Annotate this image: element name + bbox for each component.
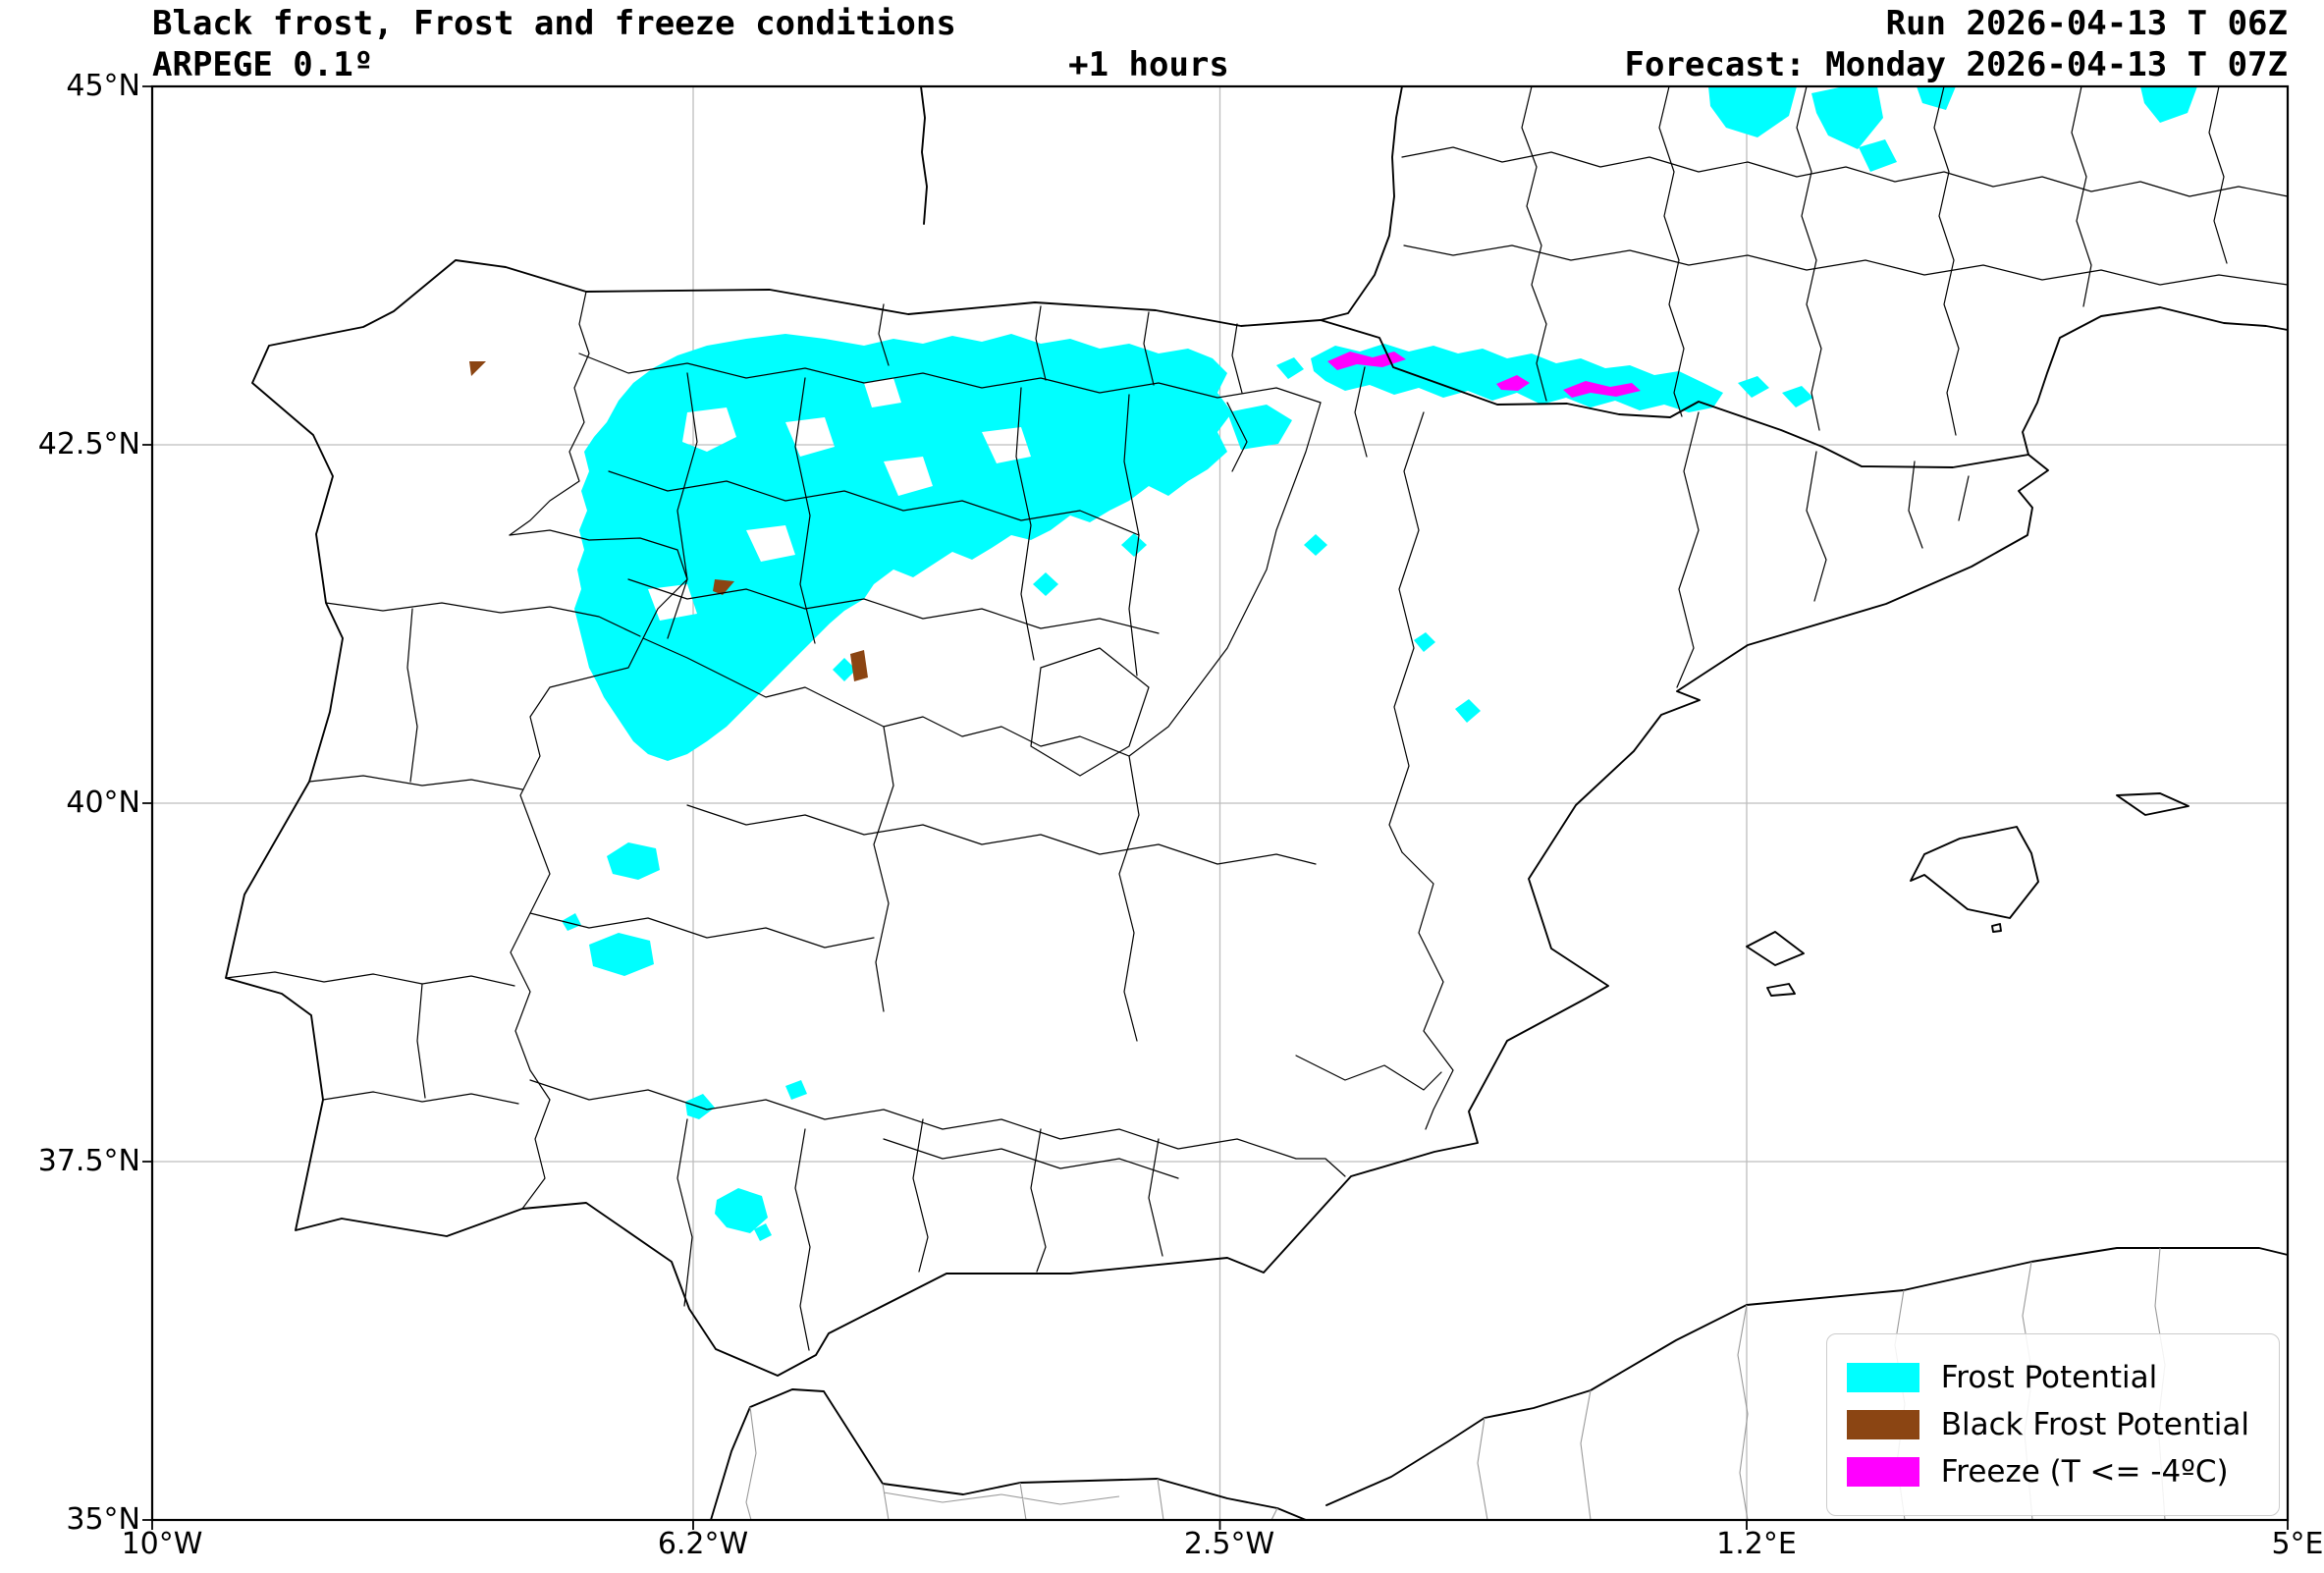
forecast-label: Forecast: Monday 2026-04-13 T 07Z — [1624, 45, 2288, 84]
y-tick-42-5n: 42.5°N — [37, 427, 140, 461]
legend-item-frost: Frost Potential — [1846, 1360, 2249, 1395]
gridlines — [152, 86, 2288, 1520]
y-tick-37-5n: 37.5°N — [37, 1144, 140, 1178]
model-label: ARPEGE 0.1º — [152, 45, 374, 84]
axis-tick-marks — [142, 85, 2289, 1530]
figure-title: Black frost, Frost and freeze conditions — [152, 4, 956, 43]
coastlines — [225, 85, 2289, 1521]
admin-borders-portugal — [225, 529, 688, 1210]
x-tick-6-2w: 6.2°W — [657, 1527, 749, 1561]
y-tick-45n: 45°N — [66, 69, 140, 103]
admin-borders-spain — [509, 291, 1970, 1351]
freeze-layer — [1327, 352, 1641, 398]
legend: Frost Potential Black Frost Potential Fr… — [1825, 1333, 2280, 1516]
legend-label-black-frost: Black Frost Potential — [1940, 1407, 2249, 1442]
x-tick-2-5w: 2.5°W — [1183, 1527, 1275, 1561]
legend-label-freeze: Freeze (T <= -4ºC) — [1940, 1454, 2229, 1490]
admin-borders-france — [1401, 85, 2289, 436]
freeze-swatch — [1846, 1457, 1919, 1487]
legend-label-frost: Frost Potential — [1940, 1360, 2158, 1395]
legend-item-black-frost: Black Frost Potential — [1846, 1407, 2249, 1442]
x-tick-5e: 5°E — [2271, 1527, 2324, 1561]
frost-swatch — [1846, 1363, 1919, 1392]
lead-time-label: +1 hours — [1068, 45, 1229, 84]
black-frost-swatch — [1846, 1410, 1919, 1439]
x-tick-1-2e: 1.2°E — [1716, 1527, 1797, 1561]
y-tick-40n: 40°N — [66, 786, 140, 820]
black-frost-layer — [469, 361, 868, 681]
run-label: Run 2026-04-13 T 06Z — [1885, 4, 2288, 43]
legend-item-freeze: Freeze (T <= -4ºC) — [1846, 1454, 2249, 1490]
x-tick-10w: 10°W — [121, 1527, 203, 1561]
y-tick-35n: 35°N — [66, 1502, 140, 1537]
map-frame — [150, 84, 2290, 1522]
